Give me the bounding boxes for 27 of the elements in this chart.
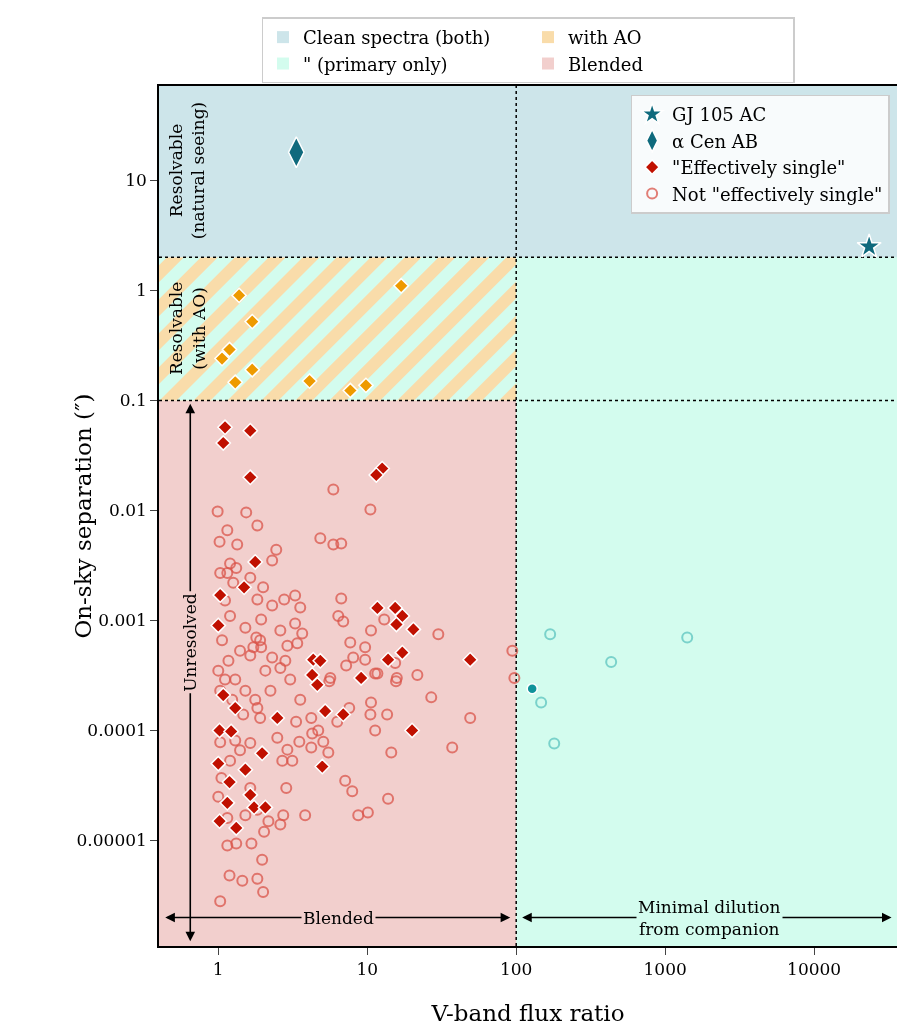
x-tick-label: 1000 — [643, 959, 687, 980]
annotation: Resolvable (natural seeing) — [166, 101, 209, 240]
legend-label: α Cen AB — [672, 130, 758, 152]
legend-label: with AO — [568, 27, 642, 49]
y-tick-label: 0.00001 — [76, 830, 147, 851]
x-tick-label: 1 — [212, 959, 224, 980]
legend-label: " (primary only) — [303, 53, 448, 75]
legend-label: "Effectively single" — [672, 157, 846, 179]
x-tick-label: 10000 — [787, 959, 842, 980]
legend-label: Blended — [568, 53, 643, 75]
y-tick-label: 10 — [125, 170, 147, 191]
y-tick-label: 0.01 — [108, 500, 147, 521]
y-tick-label: 1 — [136, 280, 147, 301]
annotation: Unresolved — [179, 593, 200, 692]
legend-label: Not "effectively single" — [672, 183, 883, 205]
y-tick-label: 0.0001 — [87, 720, 147, 741]
x-tick-label: 10 — [356, 959, 379, 980]
x-axis-title: V-band flux ratio — [430, 1000, 625, 1026]
annotation: Minimal dilution from companion — [638, 897, 781, 940]
legend-label: Clean spectra (both) — [303, 27, 491, 49]
annotation: Blended — [303, 908, 374, 928]
y-axis-title: On-sky separation (″) — [70, 393, 97, 639]
y-tick-label: 0.001 — [98, 610, 147, 631]
y-tick-label: 0.1 — [119, 390, 147, 411]
annotation: Resolvable (with AO) — [166, 281, 209, 376]
legend-label: GJ 105 AC — [672, 104, 767, 126]
x-tick-label: 100 — [499, 959, 533, 980]
